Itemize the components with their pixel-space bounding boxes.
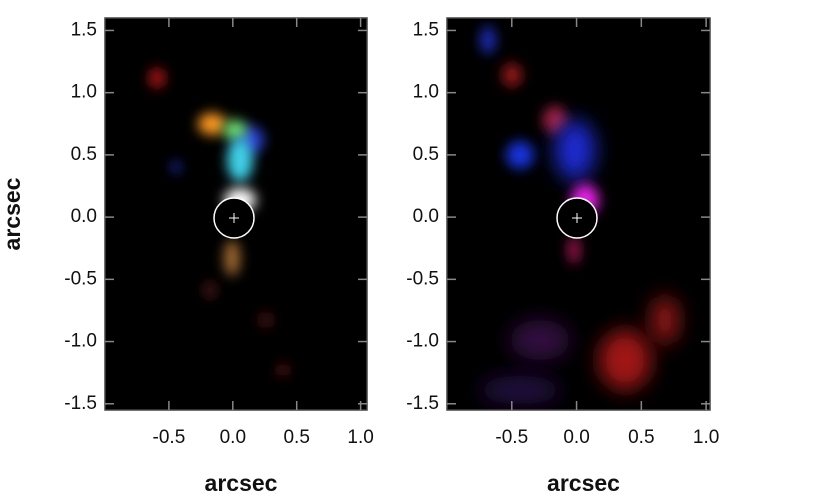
x-tick-label: 0.0 <box>563 427 589 448</box>
y-tick-label: -1.5 <box>406 393 439 414</box>
x-tick-label: 0.5 <box>283 427 309 448</box>
y-tick-label: 0.5 <box>413 144 439 165</box>
y-tick-label: -1.0 <box>406 331 439 352</box>
y-tick-label: 1.5 <box>413 19 439 40</box>
emission-blob <box>651 296 679 344</box>
x-axis-label: arcsec <box>547 470 620 496</box>
emission-blob <box>224 240 240 276</box>
emission-blob <box>506 141 534 169</box>
emission-blob <box>260 312 272 328</box>
emission-blob <box>227 138 253 182</box>
y-tick-label: 1.5 <box>71 19 97 40</box>
x-axis-label: arcsec <box>205 470 278 496</box>
emission-blob <box>205 282 215 298</box>
emission-blob <box>171 162 181 172</box>
y-tick-label: -1.5 <box>64 393 97 414</box>
emission-blob <box>599 330 651 390</box>
emission-blob <box>480 26 496 54</box>
emission-blob <box>568 236 580 264</box>
y-axis-label: arcsec <box>0 177 25 250</box>
y-tick-label: -0.5 <box>64 268 97 289</box>
emission-blob <box>555 120 595 180</box>
x-tick-label: 0.0 <box>220 427 246 448</box>
y-tick-label: -0.5 <box>406 268 439 289</box>
emission-blob <box>510 320 570 360</box>
emission-blob <box>198 113 226 135</box>
emission-blob <box>149 68 165 88</box>
x-tick-label: 1.0 <box>693 427 719 448</box>
emission-blob <box>502 63 522 87</box>
y-tick-label: 0.0 <box>413 206 439 227</box>
image-left <box>105 18 367 410</box>
emission-blob <box>277 364 289 376</box>
image-right <box>447 18 710 410</box>
x-tick-label: -0.5 <box>153 427 186 448</box>
x-tick-label: 0.5 <box>628 427 654 448</box>
emission-blob <box>480 376 560 404</box>
y-tick-label: 0.5 <box>71 144 97 165</box>
y-tick-label: 1.0 <box>413 82 439 103</box>
y-tick-label: 0.0 <box>71 206 97 227</box>
x-tick-label: 1.0 <box>347 427 373 448</box>
y-tick-label: -1.0 <box>64 331 97 352</box>
x-tick-label: -0.5 <box>495 427 528 448</box>
emission-blob <box>223 120 247 140</box>
y-tick-label: 1.0 <box>71 82 97 103</box>
